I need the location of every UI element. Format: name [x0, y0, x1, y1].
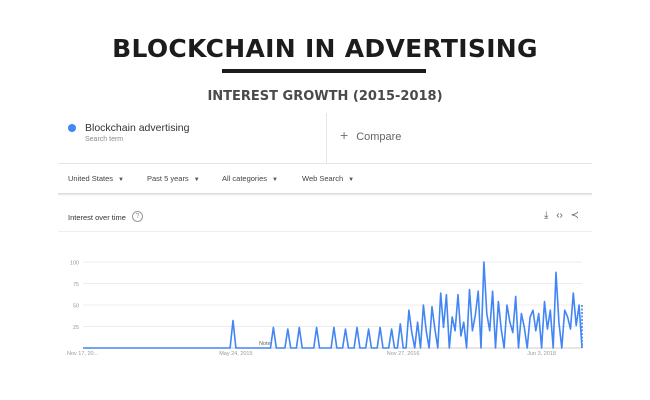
y-tick-label: 75 — [73, 282, 79, 288]
series-line — [83, 261, 583, 349]
search-term-name: Blockchain advertising — [85, 122, 190, 134]
y-tick-label: 25 — [73, 325, 79, 331]
caret-down-icon: ▼ — [118, 177, 124, 183]
filter-search-type-label: Web Search — [302, 174, 344, 183]
caret-down-icon: ▼ — [272, 177, 278, 183]
compare-button[interactable]: + Compare — [340, 127, 401, 143]
x-tick-label: Jun 3, 2018 — [527, 351, 556, 357]
page-title: BLOCKCHAIN IN ADVERTISING — [112, 34, 538, 63]
filter-time-range[interactable]: Past 5 years ▼ — [147, 174, 200, 183]
filter-bar-shadow — [58, 193, 592, 196]
download-icon[interactable]: ⤓ — [544, 210, 549, 221]
question-icon[interactable]: ? — [132, 211, 143, 222]
compare-label: Compare — [356, 131, 402, 143]
filter-time-range-label: Past 5 years — [147, 174, 189, 183]
x-tick-label: Nov 17, 20... — [67, 351, 99, 357]
chart-annotation: Note — [259, 341, 271, 347]
x-tick-label: May 24, 2015 — [219, 351, 252, 357]
filter-search-type[interactable]: Web Search ▼ — [302, 174, 354, 183]
search-term-card: Blockchain advertising Search term + Comp… — [58, 113, 592, 164]
search-term-chip[interactable]: Blockchain advertising Search term — [58, 113, 327, 163]
panel-toolbar: ⤓ ‹› ≺ — [539, 210, 579, 221]
series-color-dot — [68, 124, 76, 132]
filter-category[interactable]: All categories ▼ — [222, 174, 278, 183]
x-tick-label: Nov 27, 2016 — [387, 351, 420, 357]
panel-separator — [58, 231, 592, 232]
y-tick-label: 100 — [70, 261, 79, 267]
filter-category-label: All categories — [222, 174, 268, 183]
embed-icon[interactable]: ‹› — [556, 210, 563, 221]
y-tick-label: 50 — [73, 304, 79, 310]
filter-region[interactable]: United States ▼ — [68, 174, 124, 183]
caret-down-icon: ▼ — [348, 177, 355, 183]
filter-region-label: United States — [68, 174, 114, 183]
plus-icon: + — [340, 127, 349, 143]
panel-title: Interest over time — [68, 213, 126, 222]
filter-bar: United States ▼ Past 5 years ▼ All categor… — [58, 166, 592, 192]
title-underline — [222, 69, 426, 73]
share-icon[interactable]: ≺ — [570, 210, 580, 221]
search-term-type: Search term — [85, 136, 124, 143]
caret-down-icon: ▼ — [193, 177, 200, 183]
page-subtitle: INTEREST GROWTH (2015-2018) — [207, 89, 443, 104]
